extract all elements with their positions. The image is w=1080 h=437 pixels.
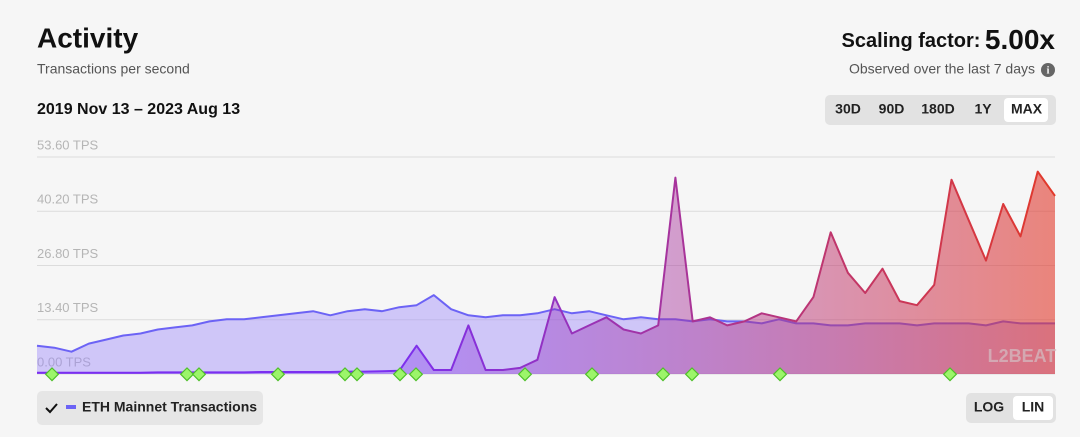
scale-button[interactable]: LOG xyxy=(974,399,1004,415)
scaling-value: 5.00x xyxy=(985,24,1055,55)
observed-note: Observed over the last 7 days xyxy=(849,61,1035,77)
series-line xyxy=(37,170,1056,374)
range-button-selected[interactable] xyxy=(1004,98,1048,122)
title: Activity xyxy=(37,22,139,53)
range-button[interactable]: MAX xyxy=(1011,101,1043,117)
scale-button-selected[interactable] xyxy=(1013,396,1053,420)
range-button[interactable]: 90D xyxy=(879,101,905,117)
scaling-factor: Scaling factor: 5.00x xyxy=(842,24,1056,55)
milestone[interactable] xyxy=(584,367,600,382)
milestone[interactable] xyxy=(517,367,533,382)
legend-label: ETH Mainnet Transactions xyxy=(82,399,257,415)
legend-box[interactable] xyxy=(37,391,263,425)
legend-swatch xyxy=(66,405,76,409)
info-glyph: i xyxy=(1047,65,1050,76)
milestone[interactable] xyxy=(684,367,700,382)
milestones xyxy=(44,367,958,382)
y-tick-label: 40.20 TPS xyxy=(37,192,99,207)
subtitle: Transactions per second xyxy=(37,61,190,77)
y-tick-label: 0.00 TPS xyxy=(37,354,91,369)
milestone[interactable] xyxy=(392,367,408,382)
milestone[interactable] xyxy=(772,367,788,382)
milestone[interactable] xyxy=(942,367,958,382)
info-icon[interactable] xyxy=(1041,63,1055,77)
watermark: L2BEAT xyxy=(988,346,1057,366)
range-button[interactable]: 30D xyxy=(835,101,861,117)
range-switch xyxy=(825,95,1056,125)
y-tick-label: 26.80 TPS xyxy=(37,246,99,261)
plot: 0.00 TPS 13.40 TPS 26.80 TPS 40.20 TPS 53.60… xyxy=(36,137,1056,375)
scaling-label: Scaling factor: xyxy=(842,30,981,52)
milestone[interactable] xyxy=(191,367,207,382)
milestone[interactable] xyxy=(337,367,353,382)
date-range: 2019 Nov 13 – 2023 Aug 13 xyxy=(37,101,240,118)
milestone[interactable] xyxy=(349,367,365,382)
y-tick-label: 13.40 TPS xyxy=(37,300,99,315)
checkbox-tick xyxy=(45,403,58,414)
series-area xyxy=(37,171,1055,374)
milestone[interactable] xyxy=(270,367,286,382)
milestone[interactable] xyxy=(655,367,671,382)
milestone[interactable] xyxy=(408,367,424,382)
range-button[interactable]: 1Y xyxy=(974,101,992,117)
range-button[interactable]: 180D xyxy=(921,101,954,117)
y-tick-label: 53.60 TPS xyxy=(37,137,99,152)
milestone[interactable] xyxy=(44,367,60,382)
scale-button[interactable]: LIN xyxy=(1022,399,1045,415)
milestone[interactable] xyxy=(179,367,195,382)
